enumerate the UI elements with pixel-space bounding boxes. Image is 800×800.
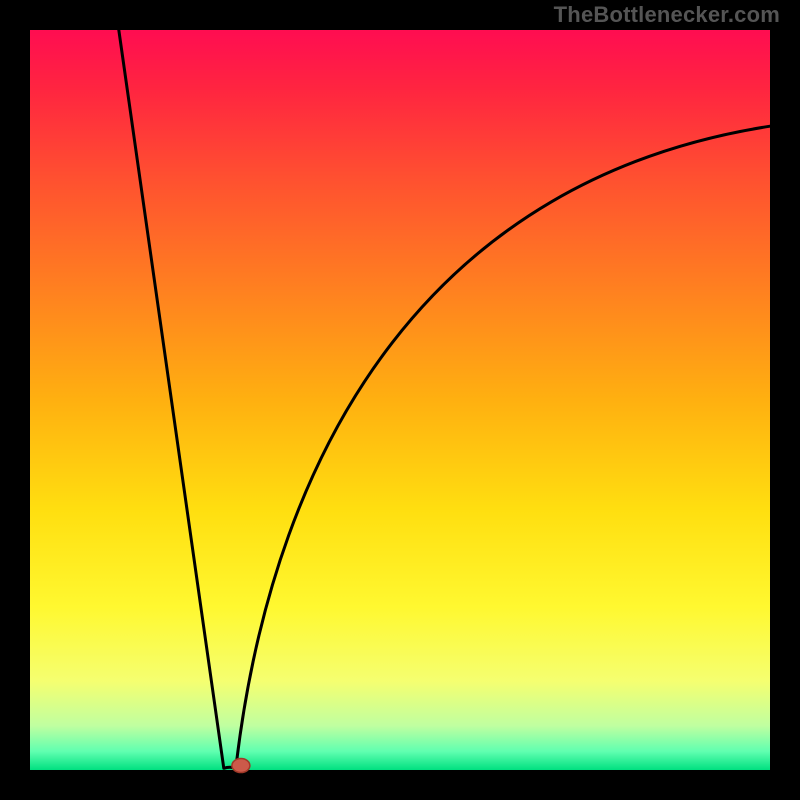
chart-container: { "watermark": { "text": "TheBottlenecke… [0, 0, 800, 800]
bottleneck-chart [0, 0, 800, 800]
plot-background [30, 30, 770, 770]
watermark-text: TheBottlenecker.com [554, 2, 780, 28]
optimal-point-marker [232, 759, 250, 773]
